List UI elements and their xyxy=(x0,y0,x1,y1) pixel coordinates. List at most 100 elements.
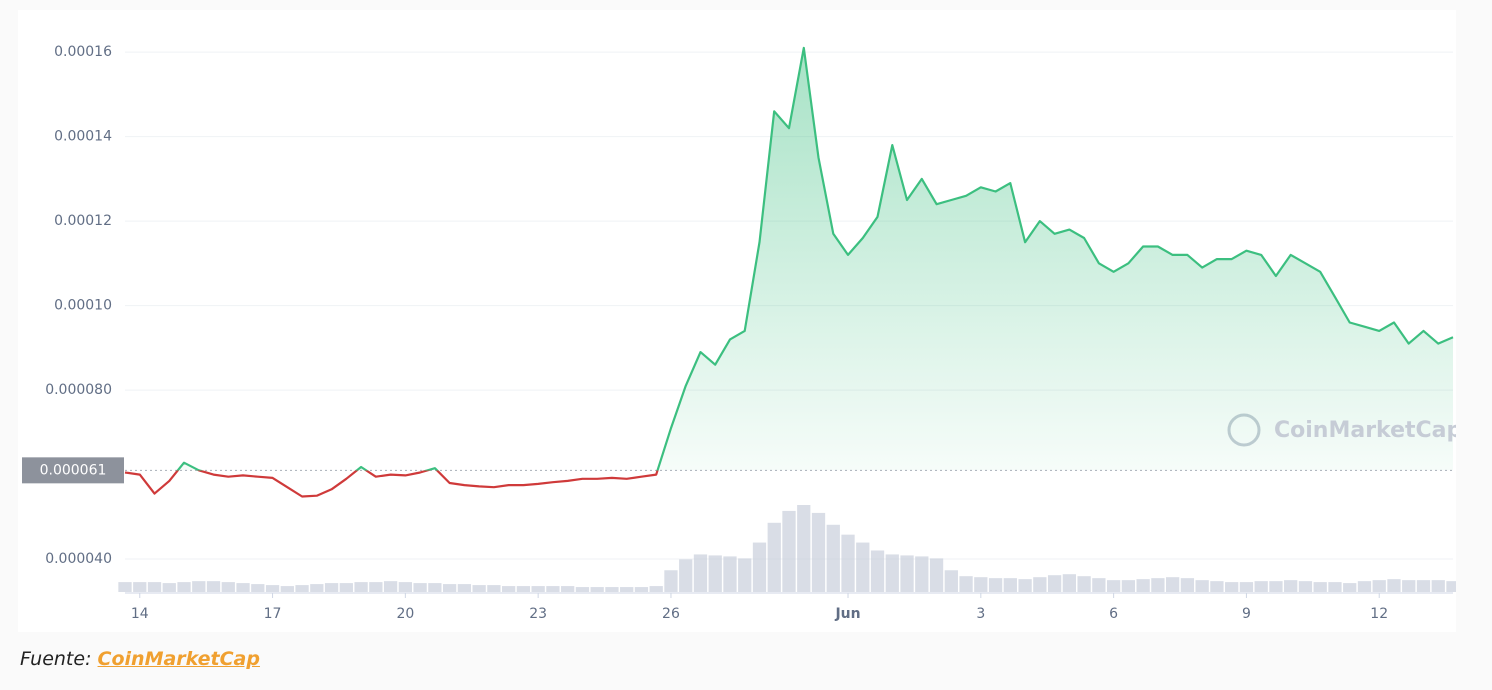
volume-bar xyxy=(1239,582,1254,592)
caption-link[interactable]: CoinMarketCap xyxy=(97,648,260,670)
volume-bar xyxy=(679,559,693,592)
volume-bar xyxy=(1298,581,1313,592)
volume-bar xyxy=(974,577,988,592)
volume-bar xyxy=(162,583,176,592)
volume-bar xyxy=(383,581,398,592)
volume-bar xyxy=(236,583,250,592)
volume-bar xyxy=(1121,580,1136,592)
volume-bar xyxy=(959,576,973,592)
volume-bar xyxy=(1033,577,1047,592)
volume-bar xyxy=(516,586,531,592)
volume-bar xyxy=(1225,582,1239,592)
volume-bar xyxy=(1151,578,1165,592)
volume-bar xyxy=(1047,575,1062,592)
volume-bar xyxy=(1402,580,1416,592)
x-tick-label: 6 xyxy=(1109,606,1118,622)
volume-bar xyxy=(1018,579,1032,592)
reference-label: 0.000061 xyxy=(40,462,107,478)
volume-bar xyxy=(841,534,855,592)
volume-bar xyxy=(826,524,840,592)
volume-bar xyxy=(324,583,339,592)
volume-bar xyxy=(118,582,132,592)
volume-bar xyxy=(1284,580,1298,592)
x-tick-label: 14 xyxy=(131,606,149,622)
watermark: CoinMarketCap xyxy=(1274,418,1456,443)
volume-bar xyxy=(693,554,708,592)
volume-bar xyxy=(561,586,575,592)
price-line xyxy=(124,46,1454,498)
volume-bar xyxy=(192,581,206,592)
x-tick-label: 3 xyxy=(976,606,985,622)
volume-bar xyxy=(369,582,383,592)
volume-bar xyxy=(1092,578,1106,592)
volume-bar xyxy=(649,586,663,592)
volume-bar xyxy=(738,558,752,592)
volume-bar xyxy=(915,556,929,592)
volume-bar xyxy=(988,578,1003,592)
volume-bar xyxy=(1343,583,1357,592)
y-tick-label: 0.00016 xyxy=(54,44,112,60)
volume-bar xyxy=(1328,582,1342,592)
volume-bar xyxy=(1269,581,1283,592)
volume-bar xyxy=(1180,578,1195,592)
y-tick-label: 0.00012 xyxy=(54,213,112,229)
volume-bar xyxy=(1387,579,1401,592)
reference-label-box xyxy=(22,457,124,484)
volume-bar xyxy=(546,586,560,592)
y-tick-label: 0.00014 xyxy=(54,129,112,145)
volume-bar xyxy=(457,584,472,592)
volume-bar xyxy=(1195,580,1209,592)
volume-bar xyxy=(280,586,294,592)
volume-bar xyxy=(590,587,604,592)
volume-bar xyxy=(221,582,235,592)
volume-bar xyxy=(1357,581,1372,592)
volume-bar xyxy=(413,583,427,592)
volume-bar xyxy=(870,550,885,592)
volume-bar xyxy=(575,587,590,592)
volume-bar xyxy=(1446,581,1456,592)
volume-bar xyxy=(900,555,914,592)
x-tick-label: Jun xyxy=(834,606,860,622)
volume-bar xyxy=(442,584,457,592)
volume-bar xyxy=(428,583,442,592)
volume-bar xyxy=(944,570,958,592)
y-tick-label: 0.00010 xyxy=(54,298,112,314)
y-tick-label: 0.000080 xyxy=(45,382,112,398)
volume-bar xyxy=(1166,577,1180,592)
volume-bar xyxy=(708,555,722,592)
volume-bar xyxy=(797,505,811,592)
volume-bar xyxy=(605,587,619,592)
volume-bar xyxy=(398,582,412,592)
caption-prefix: Fuente: xyxy=(20,648,92,670)
volume-bar xyxy=(487,585,501,592)
caption: Fuente: CoinMarketCap xyxy=(20,648,260,670)
volume-bar xyxy=(856,542,870,592)
volume-bar xyxy=(339,583,353,592)
volume-bar xyxy=(354,582,368,592)
x-tick-label: 12 xyxy=(1370,606,1388,622)
chart: 0.000040 0.000080 0.00010 0.00012 0.00014 0.0… xyxy=(22,44,1456,622)
x-tick-label: 9 xyxy=(1242,606,1251,622)
volume-bar xyxy=(265,585,280,592)
chart-card: 0.000040 0.000080 0.00010 0.00012 0.00014 0.0… xyxy=(18,10,1456,632)
volume-bar xyxy=(1254,581,1268,592)
volume-bar xyxy=(206,581,221,592)
volume-bar xyxy=(1062,574,1076,592)
volume-bar xyxy=(147,582,162,592)
volume-bar xyxy=(1077,576,1091,592)
volume-bar xyxy=(782,510,796,592)
x-tick-label: 23 xyxy=(529,606,547,622)
volume-bar xyxy=(723,556,737,592)
volume-bar xyxy=(531,586,545,592)
volume-bar xyxy=(1372,580,1386,592)
area xyxy=(125,47,1453,471)
volume-bar xyxy=(1416,580,1431,592)
x-tick-label: 26 xyxy=(662,606,680,622)
volume-bar xyxy=(634,587,649,592)
y-tick-label: 0.000040 xyxy=(45,551,112,567)
volume-bar xyxy=(767,522,781,592)
volume-bar xyxy=(502,586,516,592)
volume-bar xyxy=(177,582,191,592)
volume-bar xyxy=(1313,582,1327,592)
